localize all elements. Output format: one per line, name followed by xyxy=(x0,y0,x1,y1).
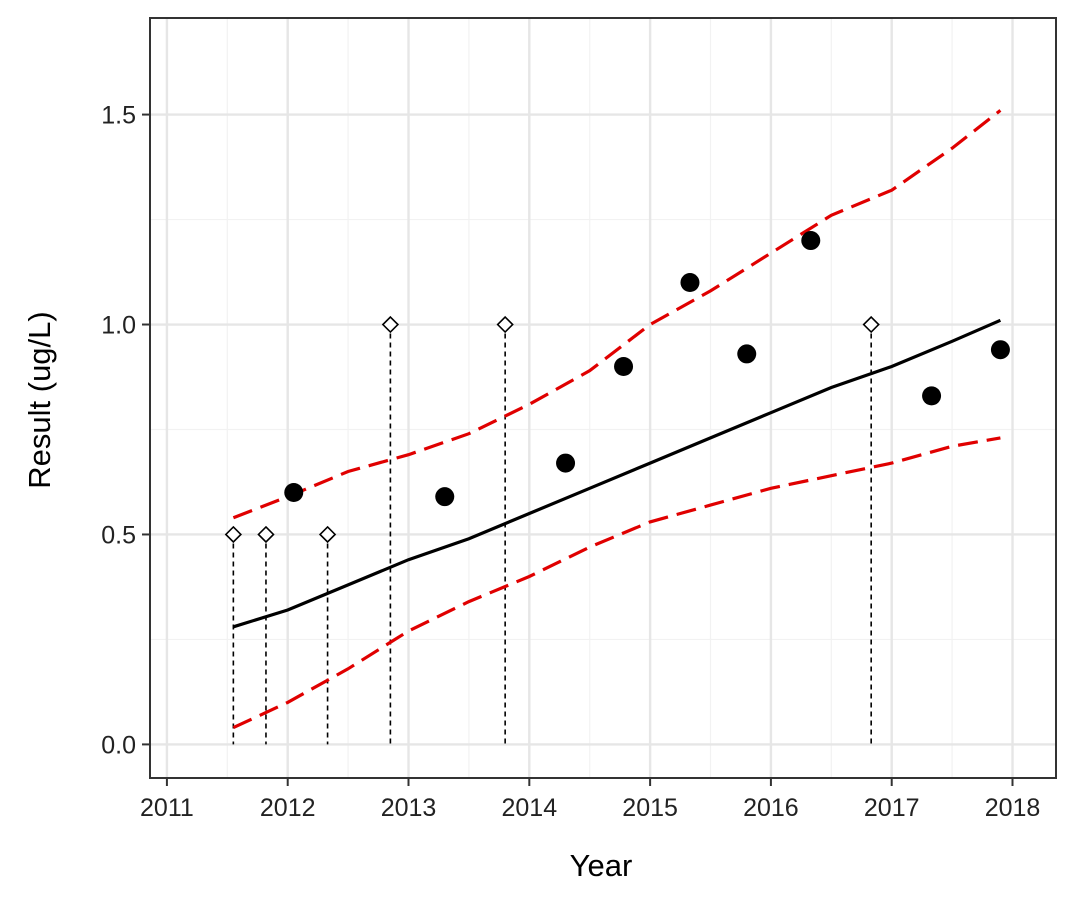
x-axis-title: Year xyxy=(570,848,633,883)
detected-point xyxy=(990,340,1010,360)
lower-confidence-band xyxy=(232,436,1001,730)
x-tick-label: 2016 xyxy=(743,794,799,822)
detected-point xyxy=(922,386,942,406)
y-tick-label: 1.5 xyxy=(101,102,136,130)
trend-line-group xyxy=(232,318,1002,629)
confidence-bands xyxy=(232,109,1002,730)
detected-point xyxy=(737,344,757,364)
x-tick-label: 2014 xyxy=(501,794,557,822)
censored-point xyxy=(381,315,400,334)
y-tick-label: 0.0 xyxy=(101,731,136,759)
panel-border xyxy=(149,17,1057,779)
detected-point xyxy=(556,453,576,473)
x-tick-label: 2012 xyxy=(260,794,316,822)
detected-point xyxy=(801,231,821,251)
y-tick-label: 1.0 xyxy=(101,312,136,340)
censored-point xyxy=(318,525,337,544)
x-tick-label: 2011 xyxy=(140,794,194,822)
grid-major xyxy=(150,18,1056,778)
x-tick-label: 2013 xyxy=(381,794,437,822)
detected-point xyxy=(614,357,634,377)
trend-line xyxy=(232,318,1002,629)
y-tick-label: 0.5 xyxy=(101,521,136,549)
censored-point xyxy=(862,315,880,334)
x-axis: 2011 2012 2013 2014 2015 2016 2017 2018 xyxy=(140,778,1040,822)
censored-drop-lines xyxy=(232,324,872,745)
upper-confidence-band xyxy=(232,109,1002,520)
censored-point xyxy=(257,525,275,544)
y-axis-title: Result (ug/L) xyxy=(22,311,57,488)
detected-point xyxy=(680,273,700,293)
detected-point xyxy=(284,482,304,502)
data-points xyxy=(224,231,1010,544)
y-axis: 0.0 0.5 1.0 1.5 xyxy=(101,102,150,759)
x-tick-label: 2017 xyxy=(864,794,920,822)
x-tick-label: 2015 xyxy=(622,794,678,822)
x-tick-label: 2018 xyxy=(985,794,1041,822)
censored-point xyxy=(496,315,514,334)
grid-minor xyxy=(150,18,1056,778)
censored-point xyxy=(224,525,242,544)
detected-point xyxy=(435,487,455,507)
